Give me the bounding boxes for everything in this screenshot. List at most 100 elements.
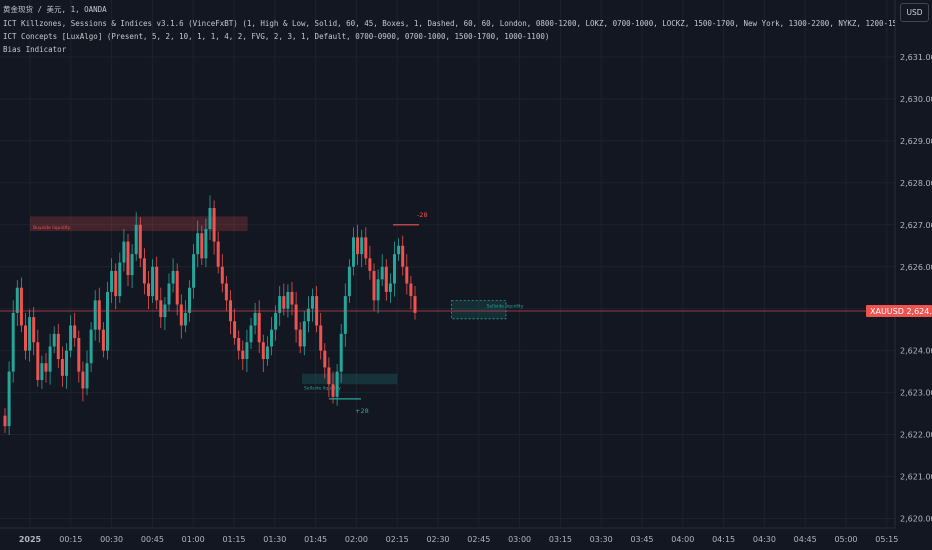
- candle-body: [204, 228, 208, 259]
- candle-body: [85, 363, 89, 389]
- indicator-legend-bias[interactable]: Bias Indicator: [3, 45, 67, 54]
- candle-body: [32, 317, 36, 343]
- candle-body: [216, 241, 220, 267]
- candle-body: [306, 308, 310, 322]
- candle-body: [192, 254, 196, 288]
- candle-body: [274, 312, 278, 330]
- time-tick-label: 01:45: [304, 535, 327, 544]
- sellside-liquidity-zone: [302, 373, 398, 385]
- candle-body: [245, 342, 249, 360]
- candle-body: [69, 325, 73, 351]
- plus-marker-label: +28: [355, 407, 369, 415]
- candle-body: [44, 363, 48, 372]
- time-tick-label: 05:00: [834, 535, 857, 544]
- candle-body: [122, 241, 126, 263]
- candle-body: [188, 287, 191, 313]
- candle-body: [212, 208, 216, 242]
- time-tick-label: 03:00: [508, 535, 531, 544]
- time-tick-label: 04:15: [712, 535, 735, 544]
- candle-body: [106, 291, 109, 351]
- currency-button[interactable]: USD: [900, 3, 929, 22]
- indicator-legend-ict-concepts[interactable]: ICT Concepts [LuxAlgo] (Present, 5, 2, 1…: [3, 32, 550, 41]
- time-tick-label: 04:45: [794, 535, 817, 544]
- price-axis[interactable]: 2,631.000 2,630.000 2,629.000 2,628.000 2,62…: [866, 0, 932, 550]
- price-tick-label: 2,622.000: [900, 431, 932, 440]
- sellside-liquidity-label-2: Sellside liquidity: [487, 304, 524, 310]
- candle-body: [7, 371, 11, 427]
- candle-body: [142, 258, 146, 284]
- time-tick-label: 2025: [19, 535, 42, 544]
- candle-body: [110, 270, 114, 292]
- candle-body: [368, 258, 372, 271]
- candle-body: [19, 287, 23, 326]
- buyside-liquidity-label: Buyside liquidity: [33, 225, 71, 231]
- candle-body: [93, 300, 97, 330]
- symbol-legend[interactable]: 黄金现货 / 美元, 1, OANDA: [3, 5, 107, 14]
- minus-marker-label: -28: [417, 211, 428, 219]
- candle-body: [40, 363, 44, 381]
- candle-body: [77, 338, 81, 372]
- time-tick-label: 01:15: [222, 535, 245, 544]
- time-tick-label: 01:30: [263, 535, 286, 544]
- candle-body: [28, 317, 32, 351]
- candle-body: [380, 266, 384, 280]
- time-tick-label: 02:00: [345, 535, 368, 544]
- price-tick-label: 2,629.000: [900, 137, 932, 146]
- candle-body: [179, 304, 183, 326]
- price-axis-bg: [895, 0, 932, 550]
- candle-body: [360, 237, 364, 255]
- candle-body: [397, 245, 401, 255]
- current-price-tag: [866, 305, 932, 318]
- time-tick-label: 00:30: [100, 535, 123, 544]
- candle-body: [294, 304, 298, 330]
- time-tick-label: 03:15: [549, 535, 572, 544]
- time-axis[interactable]: 2025 00:15 00:30 00:45 01:00 01:15 01:30 01:45 0…: [0, 527, 898, 544]
- sellside-liquidity-zone-2: [451, 300, 507, 320]
- candle-body: [155, 266, 159, 301]
- candlestick-series: [3, 195, 417, 435]
- candle-body: [290, 291, 294, 305]
- candle-body: [372, 270, 376, 301]
- candle-body: [81, 371, 85, 389]
- candle-body: [265, 346, 269, 360]
- candle-body: [339, 333, 343, 372]
- time-tick-label: 01:00: [182, 535, 205, 544]
- liquidity-zones: Buyside liquidity Sellside liquidity Sells…: [30, 216, 524, 392]
- candle-body: [311, 296, 314, 309]
- candle-body: [73, 325, 77, 339]
- candle-body: [327, 367, 331, 385]
- candle-body: [302, 321, 306, 347]
- candle-body: [118, 262, 122, 297]
- sellside-liquidity-label: Sellside liquidity: [304, 386, 341, 392]
- grid-lines: [0, 0, 895, 528]
- candle-body: [261, 342, 265, 360]
- candle-body: [89, 329, 93, 364]
- candle-body: [65, 350, 68, 376]
- candle-body: [126, 241, 130, 276]
- price-tick-label: 2,624.000: [900, 347, 932, 356]
- price-tick-label: 2,620.000: [900, 514, 932, 523]
- candle-body: [171, 270, 175, 284]
- candle-body: [270, 329, 273, 347]
- indicator-legend-killzones[interactable]: ICT Killzones, Sessions & Indices v3.1.6…: [3, 19, 895, 28]
- candle-body: [405, 266, 409, 284]
- candle-body: [343, 296, 347, 334]
- candle-body: [52, 333, 56, 347]
- candle-body: [36, 342, 40, 381]
- candle-body: [196, 233, 200, 255]
- price-tick-label: 2,627.000: [900, 221, 932, 230]
- candle-body: [257, 312, 261, 343]
- time-tick-label: 03:45: [630, 535, 653, 544]
- time-tick-label: 00:45: [141, 535, 164, 544]
- price-overlay: -28 +28: [0, 211, 895, 415]
- candle-body: [151, 266, 155, 297]
- candle-body: [376, 279, 380, 301]
- candle-body: [237, 338, 241, 351]
- candle-body: [3, 415, 7, 427]
- candle-body: [384, 266, 388, 292]
- candle-body: [114, 270, 118, 297]
- candle-body: [364, 237, 368, 259]
- candle-body: [147, 283, 150, 297]
- candle-body: [298, 329, 302, 347]
